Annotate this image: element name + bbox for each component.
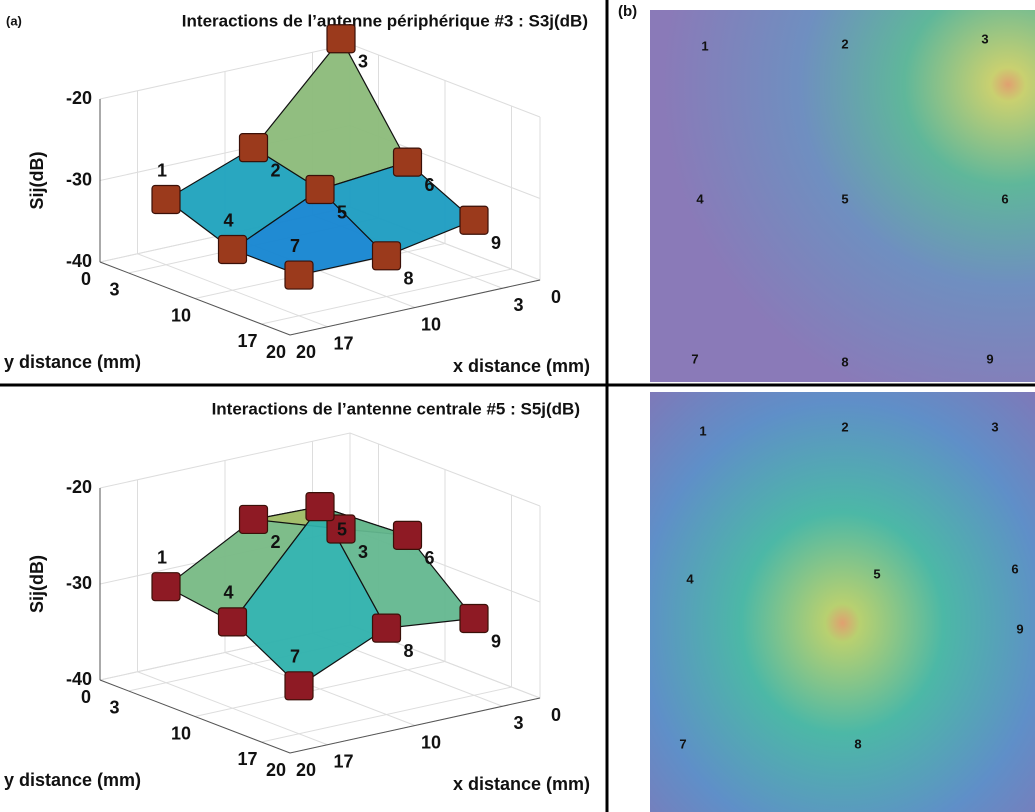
- chart-title: Interactions de l’antenne périphérique #…: [182, 11, 588, 30]
- y-tick-label: 17: [237, 749, 257, 769]
- marker: [392, 520, 423, 550]
- y-tick-label: 20: [266, 342, 286, 362]
- point-label: 9: [491, 631, 501, 651]
- x-tick-label: 17: [333, 334, 353, 354]
- x-tick-label: 20: [296, 760, 316, 780]
- antenna-label: 8: [854, 736, 861, 751]
- antenna-label: 6: [1011, 561, 1018, 576]
- marker: [326, 24, 356, 54]
- x-tick-label: 10: [421, 732, 441, 752]
- z-axis-label: Sij(dB): [27, 152, 47, 210]
- marker: [326, 514, 356, 544]
- antenna-label: 8: [841, 354, 848, 369]
- z-tick-label: -30: [66, 169, 92, 189]
- marker: [151, 184, 181, 215]
- antenna-label: 5: [873, 566, 880, 581]
- antenna-label: 4: [686, 571, 694, 586]
- antenna-label: 7: [679, 736, 686, 751]
- grid-line: [194, 80, 446, 299]
- point-label: 6: [424, 548, 434, 568]
- x-tick-label: 0: [551, 287, 561, 307]
- marker: [371, 241, 402, 271]
- marker: [371, 613, 402, 643]
- y-tick-label: 10: [171, 723, 191, 743]
- y-tick-label: 3: [109, 698, 119, 718]
- point-label: 1: [157, 160, 167, 180]
- point-label: 7: [290, 647, 300, 667]
- antenna-label: 2: [841, 419, 848, 434]
- marker: [238, 133, 269, 163]
- x-tick-label: 17: [333, 752, 353, 772]
- grid-line: [261, 495, 512, 743]
- y-tick-label: 10: [171, 305, 191, 325]
- antenna-label: 3: [991, 419, 998, 434]
- point-label: 1: [157, 547, 167, 567]
- point-label: 5: [337, 202, 347, 222]
- x-tick-label: 10: [421, 314, 441, 334]
- axis-line: [99, 261, 541, 336]
- y-tick-label: 17: [237, 331, 257, 351]
- y-tick-label: 20: [266, 760, 286, 780]
- z-tick-label: -40: [66, 669, 92, 689]
- field-map: [650, 392, 1035, 812]
- y-axis-label: y distance (mm): [4, 352, 141, 372]
- x-tick-label: 0: [551, 705, 561, 725]
- x-tick-label: 20: [296, 342, 316, 362]
- y-tick-label: 0: [81, 269, 91, 289]
- point-label: 2: [270, 532, 280, 552]
- marker: [238, 504, 269, 535]
- marker: [459, 603, 489, 634]
- antenna-label: 1: [699, 423, 706, 438]
- y-tick-label: 0: [81, 687, 91, 707]
- antenna-label: 9: [1016, 621, 1023, 636]
- point-label: 6: [424, 175, 434, 195]
- x-tick-label: 3: [513, 295, 523, 315]
- z-tick-label: -40: [66, 251, 92, 271]
- y-axis-label: y distance (mm): [4, 770, 141, 790]
- marker: [392, 147, 423, 177]
- z-axis-label: Sij(dB): [27, 555, 47, 613]
- antenna-label: 7: [691, 351, 698, 366]
- point-label: 7: [290, 236, 300, 256]
- antenna-label: 1: [701, 38, 708, 53]
- point-label: 3: [358, 52, 368, 72]
- antenna-label: 9: [986, 351, 993, 366]
- panel-label: (a): [6, 13, 22, 28]
- point-label: 8: [403, 269, 413, 289]
- point-label: 2: [270, 160, 280, 180]
- marker: [305, 174, 335, 205]
- panel-label: (b): [618, 3, 637, 20]
- antenna-label: 2: [841, 36, 848, 51]
- y-tick-label: 3: [109, 280, 119, 300]
- z-tick-label: -20: [66, 88, 92, 108]
- marker: [284, 671, 314, 701]
- point-label: 3: [358, 542, 368, 562]
- field-map: [650, 10, 1035, 382]
- x-tick-label: 3: [513, 713, 523, 733]
- marker: [305, 492, 335, 522]
- point-label: 5: [337, 519, 347, 539]
- marker: [217, 234, 248, 265]
- x-axis-label: x distance (mm): [453, 774, 590, 794]
- antenna-label: 3: [981, 31, 988, 46]
- grid-line: [194, 469, 446, 717]
- x-axis-label: x distance (mm): [453, 356, 590, 376]
- marker: [217, 607, 248, 637]
- point-label: 4: [223, 210, 233, 230]
- chart-title: Interactions de l’antenne centrale #5 : …: [212, 399, 580, 418]
- marker: [284, 260, 314, 290]
- z-tick-label: -30: [66, 573, 92, 593]
- point-label: 4: [223, 583, 233, 603]
- axis-line: [99, 679, 541, 754]
- marker: [151, 572, 181, 602]
- antenna-label: 6: [1001, 191, 1008, 206]
- point-label: 8: [403, 641, 413, 661]
- antenna-label: 4: [696, 191, 704, 206]
- marker: [459, 205, 489, 235]
- z-tick-label: -20: [66, 477, 92, 497]
- antenna-label: 5: [841, 191, 848, 206]
- point-label: 9: [491, 233, 501, 253]
- grid-line: [261, 106, 512, 325]
